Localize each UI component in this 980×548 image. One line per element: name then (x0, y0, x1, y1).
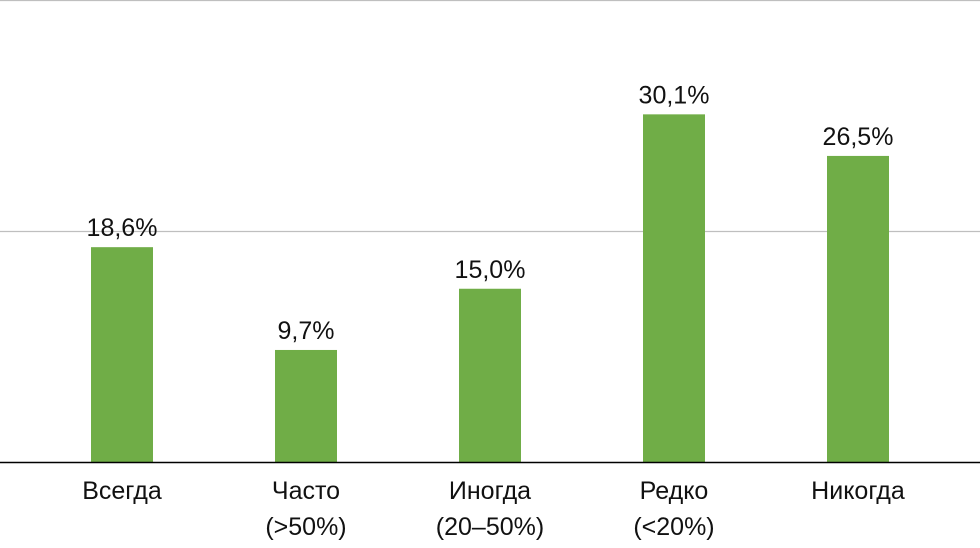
category-label-5: Никогда (811, 477, 905, 505)
category-label-3-line-1: Иногда (449, 477, 531, 505)
value-label-5: 26,5% (823, 123, 894, 151)
category-label-2-line-1: Часто (272, 477, 340, 505)
category-label-4-line-2: (<20%) (633, 513, 714, 541)
value-labels: 18,6% 9,7% 15,0% 30,1% 26,5% (87, 81, 894, 345)
category-labels: Всегда Часто (>50%) Иногда (20–50%) Редко (<20… (82, 477, 905, 541)
gridlines (0, 0, 980, 233)
value-label-2: 9,7% (278, 317, 335, 345)
bar-2 (275, 349, 337, 462)
bar-3 (459, 288, 521, 462)
value-label-1: 18,6% (87, 214, 158, 242)
value-label-4: 30,1% (639, 81, 710, 109)
category-label-1: Всегда (82, 477, 162, 505)
category-label-4-line-1: Редко (640, 477, 709, 505)
bars (91, 114, 889, 463)
bar-4 (643, 114, 705, 462)
value-label-3: 15,0% (455, 256, 526, 284)
bar-5 (827, 155, 889, 463)
category-label-3-line-2: (20–50%) (436, 513, 544, 541)
category-label-2-line-2: (>50%) (265, 513, 346, 541)
bar-1 (91, 247, 153, 462)
